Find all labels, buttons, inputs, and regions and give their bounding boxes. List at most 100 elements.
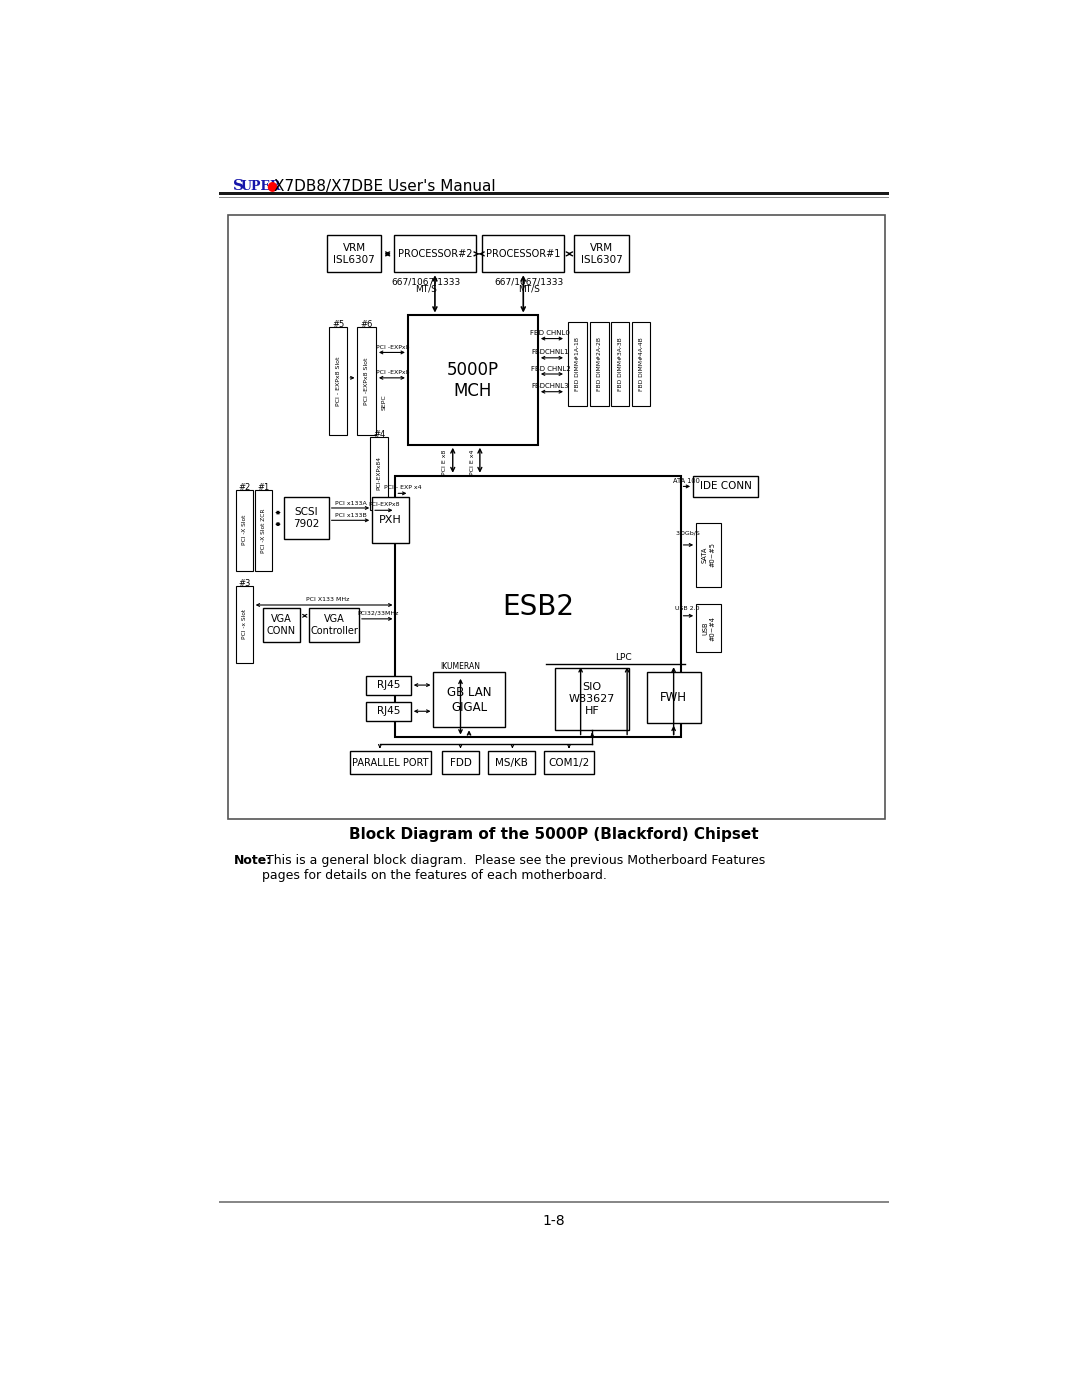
Text: LPC: LPC: [615, 652, 632, 662]
Text: This is a general block diagram.  Please see the previous Motherboard Features
p: This is a general block diagram. Please …: [262, 855, 766, 883]
Text: PCI32/33MHz: PCI32/33MHz: [356, 610, 399, 616]
Bar: [235, 489, 253, 571]
Text: #5: #5: [332, 320, 345, 330]
Text: IKUMERAN: IKUMERAN: [441, 662, 481, 671]
Text: PROCESSOR#2: PROCESSOR#2: [397, 249, 472, 258]
Text: USB 2.0: USB 2.0: [675, 605, 700, 610]
Text: PCI E x4: PCI E x4: [470, 450, 474, 475]
Text: S: S: [233, 179, 244, 193]
Bar: [327, 236, 381, 272]
Bar: [328, 327, 348, 434]
Bar: [284, 497, 328, 539]
Bar: [433, 672, 504, 728]
Bar: [394, 236, 476, 272]
Bar: [544, 752, 594, 774]
Bar: [442, 752, 480, 774]
Text: SIO
W83627
HF: SIO W83627 HF: [569, 682, 616, 715]
Text: #3: #3: [238, 578, 251, 588]
Bar: [568, 321, 586, 407]
Bar: [488, 752, 535, 774]
Text: PARALLEL PORT: PARALLEL PORT: [352, 757, 429, 768]
Bar: [647, 672, 701, 722]
Bar: [373, 497, 409, 543]
Text: #6: #6: [361, 320, 373, 330]
Bar: [632, 321, 650, 407]
Text: VRM
ISL6307: VRM ISL6307: [581, 243, 622, 264]
Text: PCI -EXPx8: PCI -EXPx8: [376, 345, 409, 349]
Text: FDD: FDD: [449, 757, 472, 768]
Text: 5000P
MCH: 5000P MCH: [447, 360, 499, 400]
Text: COM1/2: COM1/2: [549, 757, 590, 768]
Bar: [218, 1201, 889, 1203]
Bar: [262, 608, 300, 643]
Text: ATA 100: ATA 100: [673, 478, 700, 483]
Text: PCI-EXPx8: PCI-EXPx8: [368, 502, 400, 507]
Text: PCI x133B: PCI x133B: [335, 513, 366, 518]
Text: FBD DIMM#2A-2B: FBD DIMM#2A-2B: [597, 337, 602, 391]
Text: FWH: FWH: [660, 692, 687, 704]
Text: VGA
CONN: VGA CONN: [267, 615, 296, 636]
Bar: [357, 327, 376, 434]
Text: 667/1067/1333: 667/1067/1333: [391, 277, 460, 286]
Text: PCI - EXP x4: PCI - EXP x4: [383, 486, 421, 490]
Text: Note:: Note:: [233, 855, 272, 868]
Text: ESB2: ESB2: [502, 592, 573, 620]
Bar: [590, 321, 608, 407]
Text: 3.0Gb/S: 3.0Gb/S: [675, 531, 700, 536]
Text: PCI -X Slot ZCR: PCI -X Slot ZCR: [261, 509, 266, 553]
Text: IDE CONN: IDE CONN: [700, 482, 752, 492]
Text: SEPC: SEPC: [382, 394, 387, 411]
Bar: [218, 191, 889, 196]
Bar: [369, 437, 389, 510]
Text: USB
#0~#4: USB #0~#4: [702, 616, 715, 641]
Text: PROCESSOR#1: PROCESSOR#1: [486, 249, 561, 258]
Bar: [611, 321, 630, 407]
Text: PCI E x8: PCI E x8: [443, 450, 447, 475]
Text: PCI X133 MHz: PCI X133 MHz: [306, 597, 349, 602]
Text: FBD CHNL0: FBD CHNL0: [530, 330, 570, 337]
Text: FBD DIMM#1A-1B: FBD DIMM#1A-1B: [575, 337, 580, 391]
Text: #1: #1: [257, 483, 270, 492]
Text: FBD CHNL2: FBD CHNL2: [530, 366, 570, 372]
Text: Block Diagram of the 5000P (Blackford) Chipset: Block Diagram of the 5000P (Blackford) C…: [349, 827, 758, 842]
Text: FBD DIMM#4A-4B: FBD DIMM#4A-4B: [638, 337, 644, 391]
Text: PCI -X Slot: PCI -X Slot: [242, 515, 246, 545]
Bar: [350, 752, 431, 774]
Text: PCI -EXPx8 Slot: PCI -EXPx8 Slot: [364, 358, 369, 405]
Text: FBDCHNL3: FBDCHNL3: [531, 383, 569, 390]
Text: GB LAN
GIGAL: GB LAN GIGAL: [447, 686, 491, 714]
Text: PCI-EXPx84: PCI-EXPx84: [377, 457, 381, 490]
Bar: [366, 703, 410, 721]
Text: 1-8: 1-8: [542, 1214, 565, 1228]
Bar: [697, 605, 721, 652]
Text: SCSI
7902: SCSI 7902: [293, 507, 320, 529]
Bar: [555, 668, 630, 729]
Text: MT/S: MT/S: [415, 285, 436, 293]
Text: PCI -x Slot: PCI -x Slot: [242, 609, 246, 640]
Text: ●: ●: [266, 179, 276, 191]
Text: MT/S: MT/S: [517, 285, 540, 293]
Text: SATA
#0~#5: SATA #0~#5: [702, 542, 715, 567]
Bar: [309, 608, 359, 643]
Bar: [395, 475, 680, 738]
Bar: [235, 585, 253, 662]
Text: UPER: UPER: [241, 180, 281, 193]
Bar: [482, 236, 565, 272]
Text: VRM
ISL6307: VRM ISL6307: [334, 243, 375, 264]
Bar: [408, 316, 538, 444]
Bar: [366, 676, 410, 696]
Bar: [697, 524, 721, 587]
Text: FBDCHNL1: FBDCHNL1: [531, 349, 569, 355]
Text: MS/KB: MS/KB: [496, 757, 528, 768]
Text: RJ45: RJ45: [377, 680, 400, 690]
Bar: [575, 236, 629, 272]
Text: FBD DIMM#3A-3B: FBD DIMM#3A-3B: [618, 337, 623, 391]
Bar: [255, 489, 272, 571]
Text: VGA
Controller: VGA Controller: [310, 615, 359, 636]
Text: #2: #2: [239, 483, 251, 492]
Text: X7DB8/X7DBE User's Manual: X7DB8/X7DBE User's Manual: [274, 179, 496, 194]
Text: #4: #4: [373, 430, 386, 439]
Bar: [218, 197, 889, 198]
Text: PXH: PXH: [379, 515, 402, 525]
Text: 667/1067/1333: 667/1067/1333: [494, 277, 564, 286]
